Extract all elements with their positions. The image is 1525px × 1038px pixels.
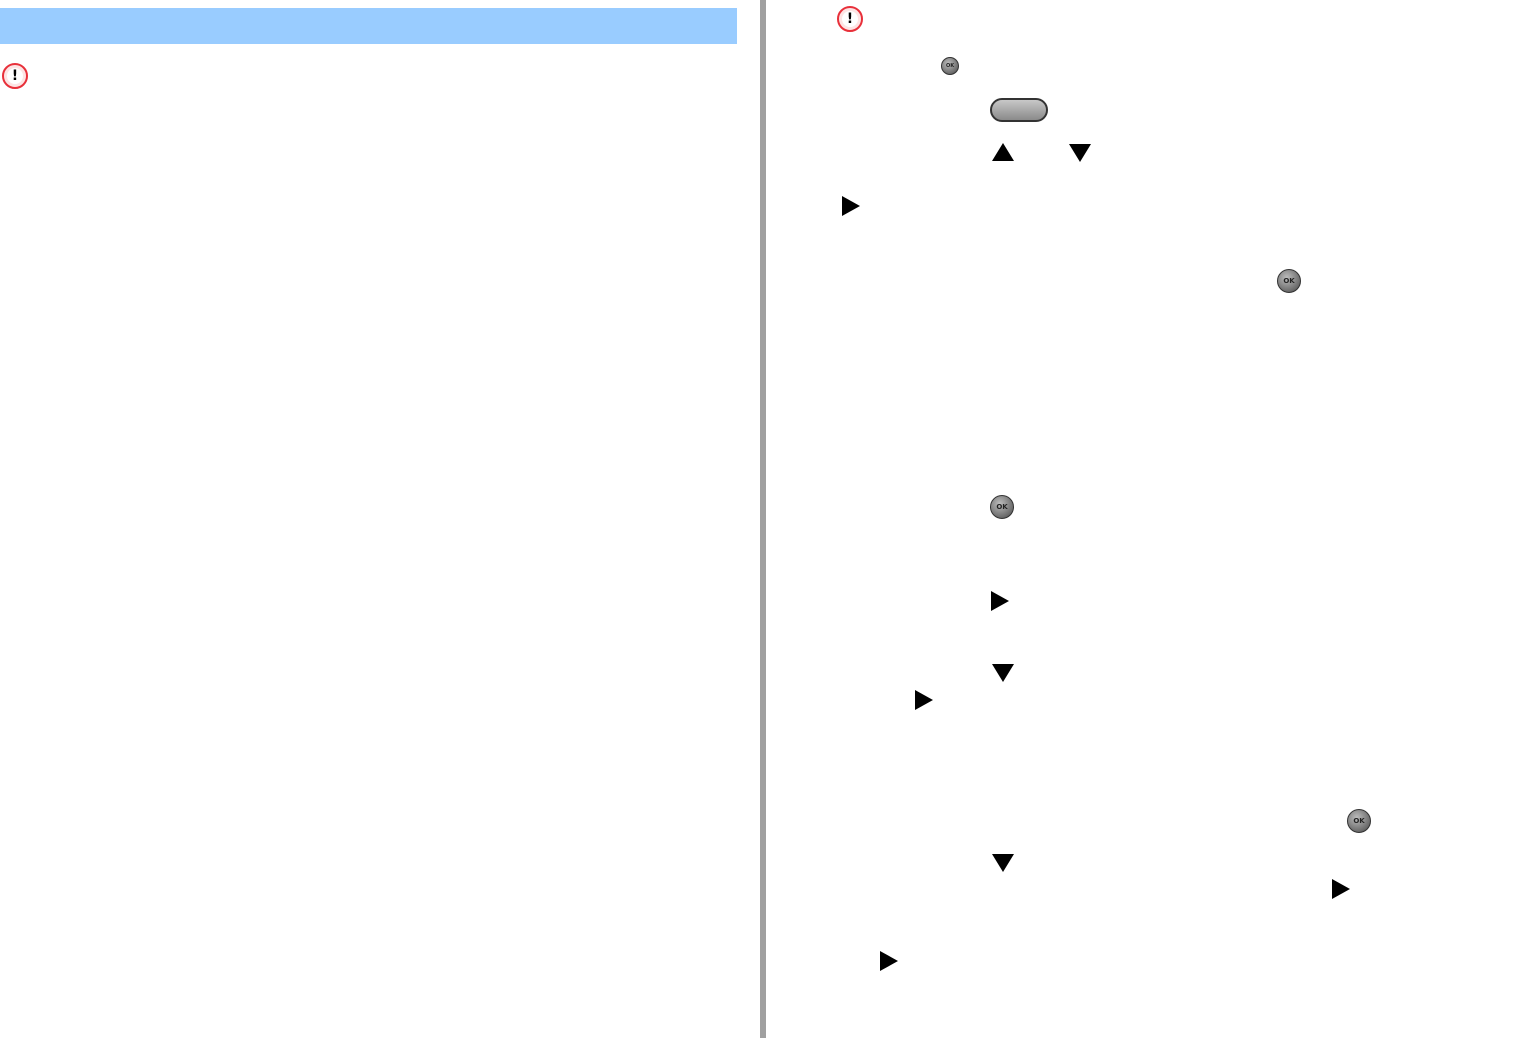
ok-button-icon: OK [990,495,1014,519]
right-arrow-icon [842,196,860,216]
down-arrow-icon [1069,144,1091,162]
ok-button-icon: OK [1347,809,1371,833]
right-arrow-icon [1332,879,1350,899]
right-arrow-icon [991,591,1009,611]
right-arrow-icon [880,951,898,971]
section-header-bar [0,8,737,44]
page-divider [760,0,766,1038]
down-arrow-icon [992,854,1014,872]
right-arrow-icon [915,690,933,710]
back-button-icon [990,98,1048,122]
up-arrow-icon [992,143,1014,161]
down-arrow-icon [992,664,1014,682]
ok-button-icon: OK [1277,269,1301,293]
warning-icon: ! [837,6,863,32]
warning-icon: ! [2,63,28,89]
ok-button-icon: OK [941,57,959,75]
